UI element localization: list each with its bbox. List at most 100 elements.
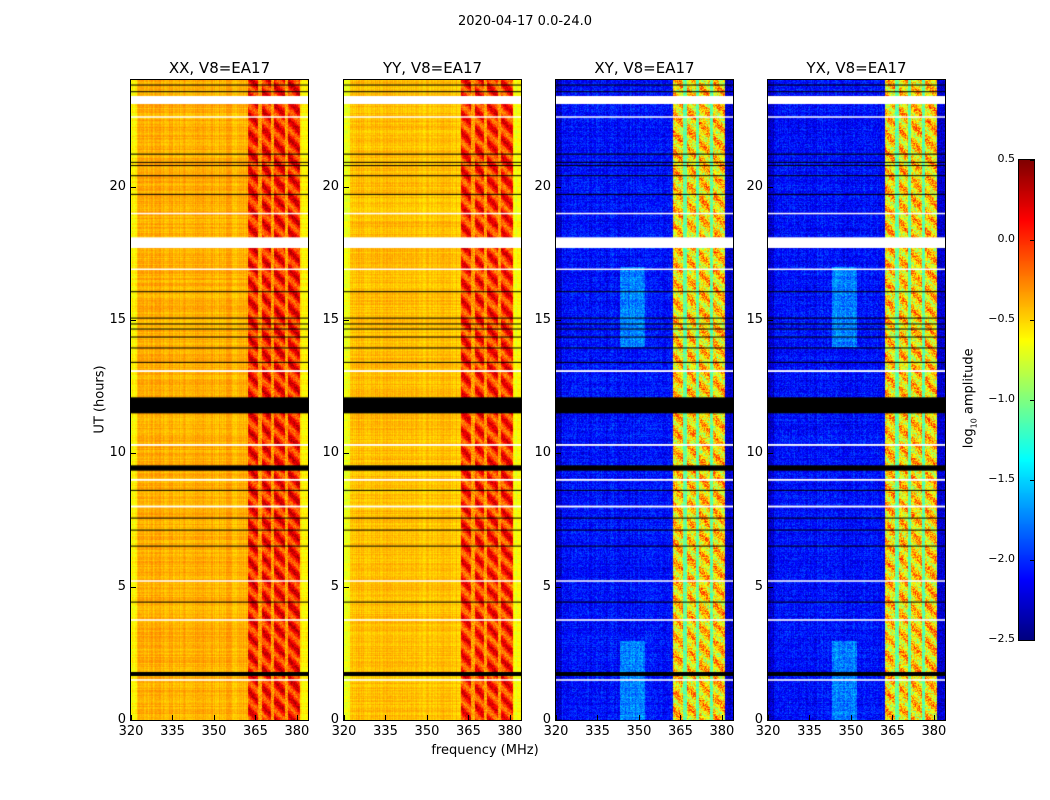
colorbar-tick-mark xyxy=(1030,640,1034,641)
y-tick-label: 15 xyxy=(322,312,339,327)
y-tick-label: 20 xyxy=(322,178,339,194)
x-tick-mark xyxy=(850,715,852,720)
y-tick-mark xyxy=(768,453,773,455)
y-tick-label: 5 xyxy=(754,578,763,594)
y-tick-mark xyxy=(556,320,561,321)
y-tick-mark xyxy=(131,453,136,455)
y-tick-mark xyxy=(768,186,773,188)
y-tick-mark xyxy=(344,320,349,321)
y-tick-mark xyxy=(131,320,136,321)
x-tick-label: 335 xyxy=(797,724,822,739)
colorbar-tick-mark xyxy=(1030,160,1034,161)
x-tick-label: 380 xyxy=(709,724,735,739)
x-tick-mark xyxy=(933,715,935,720)
colorbar-tick-label: 0.0 xyxy=(997,232,1016,245)
x-tick-label: 365 xyxy=(243,724,268,739)
x-tick-mark xyxy=(768,715,769,720)
colorbar-tick-mark xyxy=(1030,400,1034,401)
panel-title: YX, V8=EA17 xyxy=(806,59,907,77)
colorbar-tick-mark xyxy=(1030,480,1034,481)
y-tick-label: 15 xyxy=(109,312,126,327)
x-tick-mark xyxy=(426,715,428,720)
x-tick-mark xyxy=(721,715,723,720)
x-axis-label: frequency (MHz) xyxy=(431,743,539,758)
x-tick-mark xyxy=(556,715,557,720)
y-axis-label: UT (hours) xyxy=(92,365,108,434)
colorbar-tick-label: −0.5 xyxy=(988,312,1015,325)
y-tick-label: 0 xyxy=(330,712,339,727)
colorbar-tick-mark xyxy=(1030,320,1034,321)
y-tick-mark xyxy=(344,186,349,188)
x-tick-label: 365 xyxy=(668,724,693,739)
y-tick-mark xyxy=(131,720,136,721)
y-tick-label: 15 xyxy=(746,312,763,327)
y-tick-mark xyxy=(768,586,773,588)
y-tick-label: 20 xyxy=(746,178,763,194)
heatmap-image xyxy=(131,80,308,720)
x-tick-mark xyxy=(344,715,345,720)
y-tick-label: 10 xyxy=(322,445,339,461)
colorbar-tick-label: −1.5 xyxy=(988,472,1015,485)
colorbar-tick-label: −1.0 xyxy=(988,392,1015,405)
y-tick-label: 20 xyxy=(109,178,126,194)
y-tick-label: 5 xyxy=(330,578,339,594)
y-tick-mark xyxy=(344,453,349,455)
heatmap-panel xyxy=(130,79,309,721)
y-tick-label: 5 xyxy=(117,578,126,594)
x-tick-label: 380 xyxy=(497,724,523,739)
panel-title: YY, V8=EA17 xyxy=(382,59,483,77)
y-tick-mark xyxy=(556,586,561,588)
y-tick-mark xyxy=(556,720,561,721)
x-tick-label: 335 xyxy=(160,724,185,739)
x-tick-mark xyxy=(892,715,894,720)
x-tick-mark xyxy=(638,715,640,720)
y-tick-mark xyxy=(131,186,136,188)
x-tick-label: 320 xyxy=(118,724,144,739)
panel-title: XY, V8=EA17 xyxy=(594,59,695,77)
x-tick-label: 320 xyxy=(331,724,357,739)
y-tick-mark xyxy=(768,720,773,721)
panel-title: XX, V8=EA17 xyxy=(168,59,271,77)
colorbar xyxy=(1018,159,1035,641)
figure-title: 2020-04-17 0.0-24.0 xyxy=(458,14,592,29)
colorbar-tick-mark xyxy=(1030,560,1034,561)
y-tick-label: 10 xyxy=(746,445,763,461)
heatmap-image xyxy=(344,80,521,720)
heatmap-panel xyxy=(343,79,522,721)
y-tick-label: 20 xyxy=(534,178,551,194)
colorbar-gradient xyxy=(1019,160,1034,640)
colorbar-tick-label: −2.5 xyxy=(988,632,1015,645)
y-tick-label: 0 xyxy=(542,712,551,727)
x-tick-label: 335 xyxy=(373,724,398,739)
x-tick-label: 335 xyxy=(585,724,610,739)
y-tick-label: 10 xyxy=(534,445,551,461)
x-tick-mark xyxy=(597,715,599,720)
heatmap-image xyxy=(556,80,733,720)
y-tick-mark xyxy=(556,186,561,188)
y-tick-mark xyxy=(556,453,561,455)
colorbar-tick-mark xyxy=(1030,240,1034,241)
x-tick-label: 380 xyxy=(284,724,310,739)
x-tick-mark xyxy=(131,715,132,720)
x-tick-mark xyxy=(809,715,811,720)
x-tick-label: 320 xyxy=(755,724,781,739)
x-tick-mark xyxy=(296,715,298,720)
y-tick-mark xyxy=(768,320,773,321)
x-tick-mark xyxy=(680,715,682,720)
colorbar-label-main: log xyxy=(961,428,977,449)
y-tick-mark xyxy=(131,586,136,588)
y-tick-mark xyxy=(344,720,349,721)
x-tick-mark xyxy=(385,715,387,720)
y-tick-label: 5 xyxy=(542,578,551,594)
x-tick-label: 380 xyxy=(921,724,947,739)
x-tick-mark xyxy=(172,715,174,720)
x-tick-label: 365 xyxy=(880,724,905,739)
y-tick-label: 10 xyxy=(109,445,126,461)
x-tick-label: 350 xyxy=(626,724,652,739)
colorbar-tick-label: −2.0 xyxy=(988,552,1015,565)
y-tick-mark xyxy=(344,586,349,588)
x-tick-label: 365 xyxy=(456,724,481,739)
x-tick-mark xyxy=(255,715,257,720)
x-tick-label: 320 xyxy=(543,724,569,739)
x-tick-label: 350 xyxy=(201,724,227,739)
